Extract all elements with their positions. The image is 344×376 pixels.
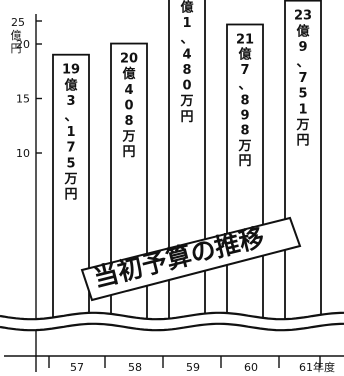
- bar-label-57-2: 3: [66, 94, 75, 109]
- bar-label-61年度-4: 7: [298, 71, 307, 86]
- bar-label-61年度-1: 億: [296, 23, 309, 39]
- bar-label-60-7: 万: [237, 139, 251, 154]
- y-top-label-1: 億: [11, 29, 22, 42]
- bar-label-58-0: 20: [120, 52, 138, 67]
- bar-label-59-7: 万: [179, 94, 193, 109]
- bar-label-58-2: 4: [124, 83, 133, 98]
- y-top-label-0: 25: [11, 16, 25, 29]
- bar-label-61年度-7: 万: [295, 118, 309, 133]
- bar-label-57-6: 5: [66, 156, 75, 171]
- bar-label-61年度-0: 23: [294, 9, 312, 24]
- bar-label-60-1: 億: [238, 47, 251, 63]
- bar-label-60-4: 8: [240, 93, 249, 108]
- x-label-58: 58: [128, 361, 142, 374]
- bar-label-61年度-2: 9: [298, 40, 307, 55]
- bar-label-57-4: 1: [66, 125, 75, 140]
- y-tick-label-15: 15: [16, 93, 30, 106]
- bar-label-60-2: 7: [240, 63, 249, 78]
- bar-label-57-5: 7: [66, 141, 75, 156]
- x-label-57: 57: [70, 361, 84, 374]
- bar-label-60-0: 21: [236, 32, 254, 47]
- bar-label-61年度-6: 1: [298, 102, 307, 117]
- axis-break-line-upper: [0, 311, 344, 321]
- bar-label-58-1: 億: [122, 66, 135, 82]
- bar-label-59-2: 1: [182, 16, 191, 31]
- y-tick-label-20: 20: [16, 38, 30, 51]
- bar-label-59-4: 4: [182, 47, 191, 62]
- x-label-59: 59: [186, 361, 200, 374]
- bar-label-57-0: 19: [62, 63, 80, 78]
- axis-break-layer: [0, 311, 344, 332]
- bar-label-60-3: 、: [238, 78, 251, 93]
- bar-label-57-3: 、: [64, 110, 77, 125]
- bar-label-59-8: 円: [180, 110, 193, 125]
- bar-label-60-6: 8: [240, 124, 249, 139]
- bar-label-60-8: 円: [238, 154, 251, 169]
- y-tick-label-10: 10: [16, 147, 30, 160]
- y-top-label-2: 円: [11, 42, 22, 55]
- x-label-61年度: 61年度: [299, 360, 335, 374]
- bar-label-61年度-5: 5: [298, 87, 307, 102]
- bar-label-59-6: 0: [182, 79, 191, 94]
- bar-label-58-4: 8: [124, 114, 133, 129]
- bar-60: [226, 23, 264, 323]
- bar-label-57-8: 円: [64, 188, 77, 203]
- bar-label-57-1: 億: [64, 77, 77, 93]
- bar-label-58-5: 万: [121, 130, 135, 145]
- axis-break-line-lower: [0, 322, 344, 332]
- title-banner-shape: [80, 216, 302, 302]
- bar-label-58-3: 0: [124, 98, 133, 113]
- bar-label-58-6: 円: [122, 145, 135, 160]
- bar-label-59-5: 8: [182, 63, 191, 78]
- bar-label-60-5: 9: [240, 108, 249, 123]
- bar-label-59-1: 億: [180, 0, 193, 16]
- x-label-60: 60: [244, 361, 258, 374]
- axis-break-gap: [0, 312, 344, 331]
- bar-label-61年度-8: 円: [296, 133, 309, 148]
- bar-label-59-3: 、: [180, 32, 193, 47]
- bar-label-61年度-3: 、: [296, 55, 309, 70]
- bar-label-57-7: 万: [63, 172, 77, 187]
- bar-57: [52, 53, 90, 323]
